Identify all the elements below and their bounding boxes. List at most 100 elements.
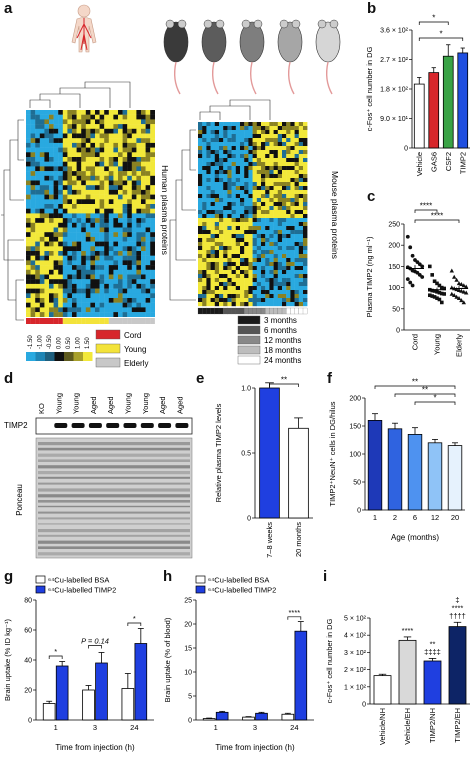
heatmap-cell — [231, 182, 236, 187]
heatmap-cell — [85, 199, 91, 205]
heatmap-cell — [235, 142, 241, 147]
timp2-band — [123, 423, 137, 428]
color-scale-tick: 1.00 — [76, 337, 82, 349]
x-tick-label: 1 — [373, 513, 377, 522]
heatmap-cell — [252, 198, 257, 203]
heatmap-cell — [273, 254, 278, 259]
heatmap-cell — [227, 166, 232, 171]
y-axis-label: c-Fos⁺ cell number in DG — [325, 618, 334, 703]
heatmap-cell — [90, 241, 96, 247]
bar-12 — [427, 442, 443, 511]
heatmap-cell — [53, 199, 59, 205]
heatmap-cell — [44, 307, 50, 313]
heatmap-cell — [127, 171, 132, 176]
heatmap-cell — [231, 270, 236, 275]
heatmap-cell — [118, 189, 123, 195]
heatmap-cell — [298, 178, 304, 183]
heatmap-cell — [90, 142, 96, 148]
heatmap-cell — [298, 246, 304, 251]
heatmap-cell — [202, 246, 207, 251]
heatmap-cell — [256, 218, 262, 223]
heatmap-cell — [265, 274, 270, 279]
heatmap-cell — [273, 166, 278, 171]
heatmap-cell — [244, 210, 249, 215]
group-strip-cell — [72, 318, 77, 324]
heatmap-cell — [85, 124, 91, 129]
heatmap-cell — [240, 270, 245, 275]
heatmap-cell — [145, 180, 151, 186]
heatmap-cell — [90, 157, 96, 162]
heatmap-cell — [141, 236, 146, 242]
heatmap-cell — [248, 242, 253, 247]
heatmap-cell — [76, 147, 82, 153]
heatmap-cell — [58, 208, 63, 214]
y-tick-label: 50 — [392, 306, 400, 313]
heatmap-cell — [67, 110, 73, 115]
heatmap-cell — [210, 130, 215, 135]
y-axis-label: Plasma TIMP2 (ng ml⁻¹) — [365, 236, 374, 317]
heatmap-cell — [131, 114, 137, 120]
heatmap-cell — [227, 126, 232, 131]
heatmap-cell — [113, 199, 119, 205]
heatmap-cell — [85, 166, 91, 172]
heatmap-cell — [72, 283, 77, 289]
heatmap-cell — [113, 227, 119, 233]
heatmap-cell — [99, 119, 105, 125]
data-point — [459, 298, 464, 303]
heatmap-cell — [235, 218, 241, 223]
heatmap-cell — [219, 242, 224, 247]
heatmap-cell — [206, 294, 211, 299]
legend-label: 6 months — [264, 326, 297, 335]
heatmap-cell — [122, 265, 128, 270]
lane-labels: KO Young Young Aged Aged Young Young Aged Aged — [37, 393, 184, 414]
bar-csf2 — [442, 55, 454, 149]
heatmap-cell — [39, 293, 45, 299]
annotation-timp2-nh-1: ** — [430, 639, 436, 648]
heatmap-cell — [227, 302, 232, 307]
heatmap-cell — [150, 114, 155, 120]
heatmap-cell — [219, 134, 224, 139]
heatmap-cell — [277, 162, 283, 167]
heatmap-cell — [286, 218, 291, 223]
heatmap-cell — [81, 166, 86, 172]
heatmap-cell — [223, 226, 228, 231]
heatmap-cell — [202, 170, 207, 175]
bar-timp2 — [457, 52, 469, 149]
heatmap-cell — [227, 246, 232, 251]
ponceau-band — [38, 500, 190, 503]
heatmap-cell — [53, 236, 59, 242]
heatmap-cell — [67, 241, 73, 247]
heatmap-cell — [44, 128, 50, 134]
heatmap-cell — [265, 190, 270, 195]
data-point — [405, 277, 410, 282]
heatmap-cell — [127, 128, 132, 134]
heatmap-cell — [286, 266, 291, 271]
heatmap-cell — [49, 241, 54, 247]
heatmap-cell — [273, 182, 278, 187]
heatmap-cell — [145, 157, 151, 162]
heatmap-cell — [210, 186, 215, 191]
heatmap-cell — [58, 302, 63, 308]
heatmap-cell — [35, 307, 40, 313]
heatmap-cell — [273, 134, 278, 139]
heatmap-cell — [76, 246, 82, 252]
heatmap-cell — [30, 133, 36, 139]
heatmap-cell — [206, 218, 211, 223]
heatmap-cell — [145, 269, 151, 275]
heatmap-cell — [219, 230, 224, 235]
heatmap-cell — [265, 238, 270, 243]
mouse-tail — [173, 61, 181, 95]
heatmap-cell — [265, 178, 270, 183]
heatmap-cell — [108, 236, 114, 242]
heatmap-cell — [145, 185, 151, 191]
mouse-ear — [215, 19, 225, 29]
heatmap-cell — [206, 262, 211, 267]
heatmap-cell — [252, 194, 257, 199]
heatmap-cell — [223, 222, 228, 227]
heatmap-cell — [290, 218, 295, 223]
heatmap-cell — [303, 294, 308, 299]
heatmap-cell — [67, 255, 73, 261]
heatmap-cell — [26, 255, 31, 261]
heatmap-cell — [49, 185, 54, 191]
